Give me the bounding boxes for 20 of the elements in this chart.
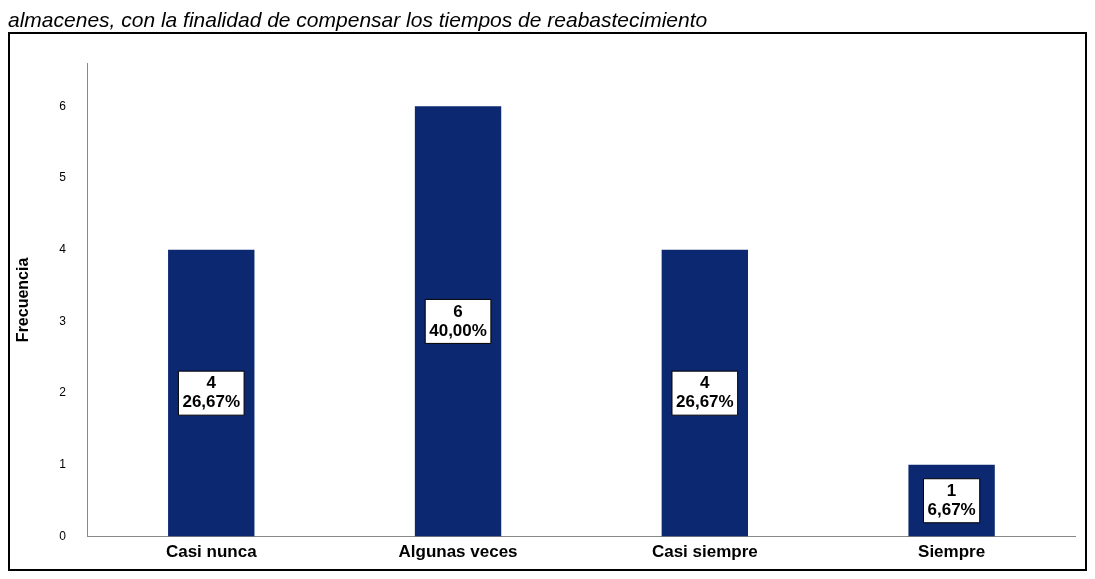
bar [661, 249, 749, 537]
y-tick-label: 3 [59, 313, 67, 328]
x-tick-label: Casi nunca [165, 542, 258, 562]
x-tick-label: Algunas veces [398, 542, 518, 562]
x-tick-label: Siempre [918, 542, 986, 562]
x-tick-label: Casi siempre [651, 542, 758, 562]
y-tick-label: 5 [59, 170, 67, 185]
y-tick-label: 6 [59, 98, 67, 113]
data-label: 6 40,00% [429, 301, 487, 340]
data-label: 4 26,67% [675, 373, 734, 412]
y-tick-label: 2 [59, 385, 67, 400]
y-axis-title: Frecuencia [14, 257, 32, 343]
y-tick-label: 1 [59, 457, 67, 472]
y-tick-label: 4 [59, 242, 67, 256]
data-label: 1 6,67% [927, 480, 976, 519]
y-tick-label: 0 [59, 528, 67, 543]
bar [168, 249, 255, 537]
chart-title: almacenes, con la finalidad de compensar los tiempos de reabastecimiento [8, 8, 709, 32]
bar [414, 106, 502, 537]
data-label: 4 26,67% [182, 373, 241, 412]
